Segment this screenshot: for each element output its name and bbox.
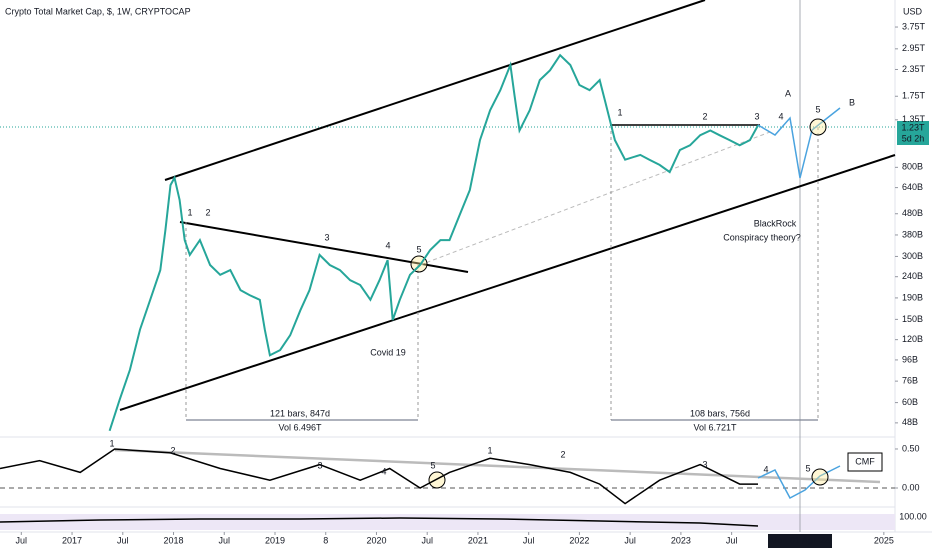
annotation: 108 bars, 756d <box>690 408 750 418</box>
y-tick-label: 2.95T <box>902 43 926 53</box>
annotation: Crypto Total Market Cap, $, 1W, CRYPTOCA… <box>5 6 191 16</box>
annotation: 5 <box>815 104 820 114</box>
channel-lower <box>119 154 896 411</box>
annotation: 3 <box>754 111 759 121</box>
x-tick-label: 2023 <box>671 535 691 545</box>
x-tick-label: 2018 <box>164 535 184 545</box>
price-badge <box>897 121 929 145</box>
lower-indicator <box>0 517 759 527</box>
cmf-series <box>0 448 758 505</box>
x-tick-label: Jul <box>624 535 636 545</box>
annotation: 3 <box>317 460 322 470</box>
cmf-projection <box>757 465 841 500</box>
annotation: 4 <box>385 240 390 250</box>
lower-pane-band <box>0 514 895 530</box>
x-tick-label: 2017 <box>62 535 82 545</box>
annotation: USD <box>903 6 923 16</box>
annotation: Vol 6.496T <box>278 422 322 432</box>
y-tick-label: 120B <box>902 334 923 344</box>
y-tick-label: 300B <box>902 251 923 261</box>
cmf-trend <box>114 448 881 484</box>
y-tick-label: 640B <box>902 182 923 192</box>
annotation: B <box>849 97 855 107</box>
circles <box>410 118 829 489</box>
annotation: 2 <box>702 111 707 121</box>
channel-upper <box>164 0 706 181</box>
annotation: 3 <box>324 232 329 242</box>
annotation: 1 <box>187 207 192 217</box>
y-tick-label: 1.75T <box>902 91 926 101</box>
y-tick-label: 2.35T <box>902 64 926 74</box>
annotation: 4 <box>778 111 783 121</box>
annotation: Covid 19 <box>370 347 406 357</box>
y-tick-label: 3.75T <box>902 21 926 31</box>
y-tick-label: 190B <box>902 292 923 302</box>
y-tick-label: 0.50 <box>902 443 920 453</box>
y-tick-label: 380B <box>902 229 923 239</box>
annotation: A <box>785 88 791 98</box>
x-tick-label: Jul <box>726 535 738 545</box>
projection <box>757 107 841 179</box>
cmf-box <box>847 452 883 472</box>
annotation: 4 <box>763 464 768 474</box>
annotation: 1 <box>487 445 492 455</box>
annotation: 5d 2h <box>902 133 925 143</box>
crosshair-badge <box>768 534 832 548</box>
y-tick-label: 240B <box>902 271 923 281</box>
annotation: BlackRock <box>754 218 797 228</box>
x-tick-label: Jul <box>218 535 230 545</box>
annotation: 4 <box>381 466 386 476</box>
annotation: 1 <box>109 438 114 448</box>
annotation: 1.23T <box>901 122 925 132</box>
x-tick-label: Jul <box>16 535 28 545</box>
annotation: CMF <box>855 456 875 466</box>
annotation: 5 <box>805 463 810 473</box>
annotation: 2 <box>205 207 210 217</box>
annotation: 121 bars, 847d <box>270 408 330 418</box>
y-tick-label: 60B <box>902 397 918 407</box>
y-tick-label: 480B <box>902 208 923 218</box>
annotation: Conspiracy theory? <box>723 232 801 242</box>
x-tick-label: 2019 <box>265 535 285 545</box>
annotation: 1 <box>617 107 622 117</box>
y-tick-label: 0.00 <box>902 482 920 492</box>
annotation: 5 <box>416 244 421 254</box>
y-tick-label: 76B <box>902 376 918 386</box>
annotation: 3 <box>702 459 707 469</box>
annotation: 5 <box>430 460 435 470</box>
annotation: Mon 01 Apr '24 <box>770 535 830 545</box>
price-line-series <box>108 53 759 432</box>
x-tick-label: Jul <box>523 535 535 545</box>
y-tick-label: 800B <box>902 162 923 172</box>
measure-guides <box>185 125 819 420</box>
x-tick-label: 2022 <box>569 535 589 545</box>
y-tick-label: 96B <box>902 354 918 364</box>
y-tick-label: 150B <box>902 314 923 324</box>
x-tick-label: Jul <box>117 535 129 545</box>
annotation: 100.00 <box>899 511 927 521</box>
y-tick-label: 1.35T <box>902 114 926 124</box>
x-tick-label: 8 <box>323 535 328 545</box>
annotation: 2 <box>170 445 175 455</box>
annotation: Vol 6.721T <box>693 422 737 432</box>
x-tick-label: Jul <box>421 535 433 545</box>
x-tick-label: 2021 <box>468 535 488 545</box>
annotation: 2 <box>560 449 565 459</box>
y-tick-label: 48B <box>902 417 918 427</box>
x-tick-label: 2025 <box>874 535 894 545</box>
x-tick-label: 2020 <box>366 535 386 545</box>
